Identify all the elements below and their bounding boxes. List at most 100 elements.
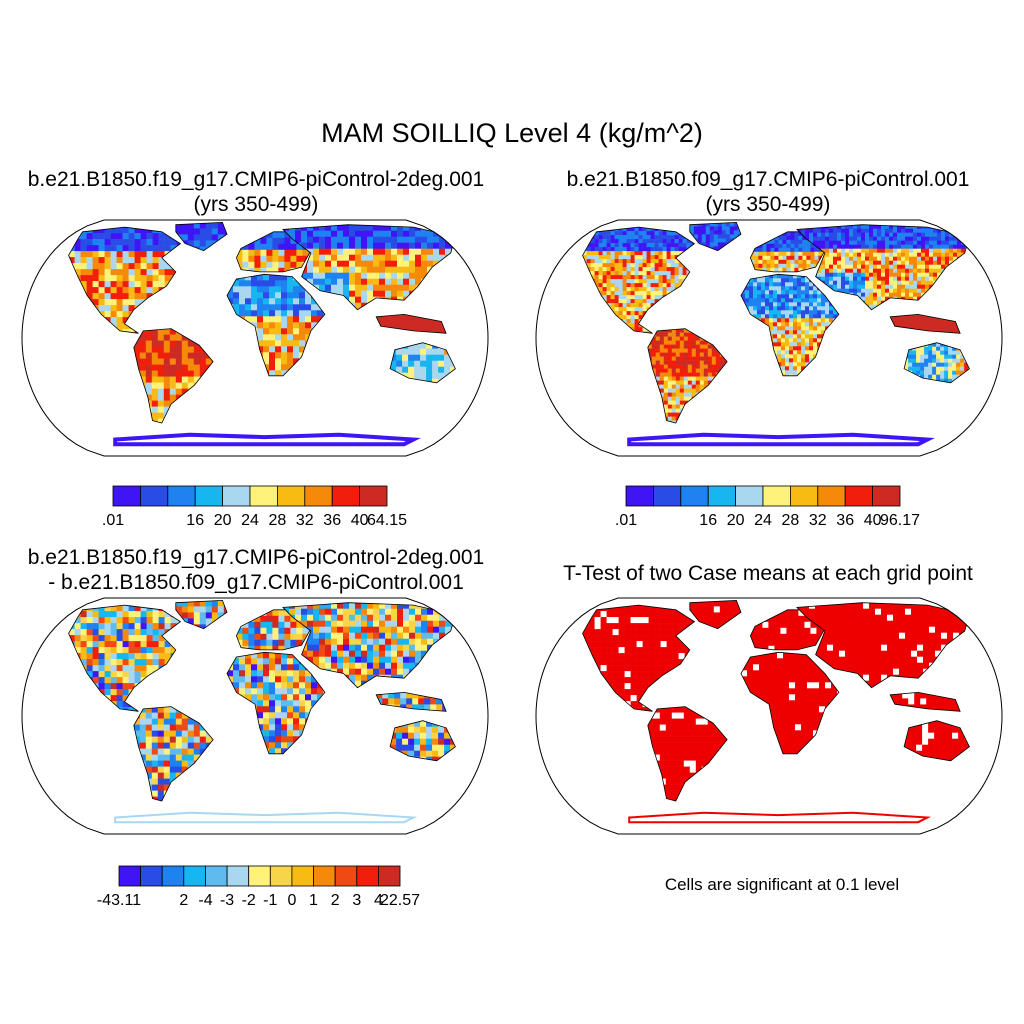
antarctica-outline	[113, 432, 421, 447]
colorbar-swatch	[313, 865, 336, 887]
colorbar-swatch	[653, 485, 682, 507]
colorbar-swatch	[248, 865, 271, 887]
coastline	[903, 720, 970, 762]
colorbar-swatch	[222, 485, 251, 507]
antarctica-outline	[627, 432, 935, 447]
map-frame	[21, 219, 489, 457]
colorbar-tick-label: 4	[374, 892, 383, 909]
colorbar-swatch	[112, 485, 141, 507]
panel-case2-title-line1: b.e21.B1850.f09_g17.CMIP6-piControl.001	[566, 168, 970, 191]
colorbar-swatch	[625, 485, 654, 507]
coastline	[647, 328, 728, 424]
colorbar-swatch	[140, 865, 163, 887]
colorbar-swatch	[304, 485, 333, 507]
panel-difference-title-line2: - b.e21.B1850.f09_g17.CMIP6-piControl.00…	[48, 571, 464, 594]
colorbar-tick-label: 24	[241, 512, 259, 529]
coastline	[740, 651, 840, 755]
colorbar-tick-label: 32	[809, 512, 827, 529]
map-frame	[21, 597, 489, 835]
colorbar-tick-label: .01	[102, 512, 124, 529]
colorbar-swatch	[872, 485, 901, 507]
colorbar-swatch	[249, 485, 278, 507]
colorbar-swatch	[331, 485, 361, 507]
coastline	[689, 599, 742, 630]
coastline	[133, 328, 214, 424]
colorbar-tick-label: 36	[836, 512, 854, 529]
map-frame	[535, 597, 1003, 835]
colorbar-tick-label: 20	[727, 512, 745, 529]
colorbar-tick-label: 36	[323, 512, 341, 529]
colorbar-tick-label: 28	[269, 512, 287, 529]
colorbar-tick-label: -3	[220, 892, 234, 909]
figure-title: MAM SOILLIQ Level 4 (kg/m^2)	[321, 118, 703, 148]
colorbar-tick-label: -43.11	[97, 892, 141, 909]
panel-difference-title-line1: b.e21.B1850.f19_g17.CMIP6-piControl-2deg…	[27, 546, 485, 569]
coastline	[903, 342, 970, 384]
colorbar-tick-label: 40	[351, 512, 369, 529]
coastline	[582, 604, 696, 712]
colorbar-difference: -43.11 2 -4 -3 -2 -1 0 1 2 3 422.57	[97, 865, 420, 909]
coastline	[175, 599, 228, 630]
colorbar-tick-label: 1	[309, 892, 318, 909]
coastline	[375, 691, 447, 712]
map-frame	[535, 219, 1003, 457]
colorbar-tick-label: 2	[179, 892, 188, 909]
colorbar-tick-label: 0	[287, 892, 296, 909]
colorbar-tick-label: 40	[864, 512, 882, 529]
coastline	[889, 313, 961, 334]
colorbar-swatch	[762, 485, 791, 507]
colorbar-tick-label: 28	[782, 512, 800, 529]
map-panel-difference	[21, 597, 489, 835]
colorbar-tick-label: 3	[352, 892, 361, 909]
colorbar-tick-label: 24	[754, 512, 772, 529]
map-panel-case1	[21, 219, 489, 457]
colorbar-tick-label: 16	[699, 512, 717, 529]
coastline	[647, 706, 728, 802]
antarctica-outline	[114, 811, 418, 824]
colorbar-swatch	[844, 485, 874, 507]
coastline	[226, 273, 326, 377]
colorbar-swatch	[707, 485, 737, 507]
colorbar-tick-label: -1	[263, 892, 277, 909]
colorbar-swatch	[377, 865, 401, 887]
coastline	[389, 342, 456, 384]
colorbar-swatch	[276, 485, 306, 507]
colorbar-tick-label: -2	[242, 892, 256, 909]
coastline	[689, 221, 742, 252]
colorbar-swatch	[790, 485, 819, 507]
coastline	[582, 226, 696, 334]
colorbar-swatch	[334, 865, 358, 887]
colorbar-swatch	[356, 865, 379, 887]
colorbar-swatch	[161, 865, 185, 887]
colorbar-swatch	[735, 485, 764, 507]
panel-case1-title-line2: (yrs 350-499)	[193, 193, 319, 216]
colorbar-swatch	[194, 485, 223, 507]
coastline	[68, 604, 182, 712]
colorbar-swatch	[205, 865, 228, 887]
colorbar-swatch	[269, 865, 293, 887]
colorbar-swatch	[291, 865, 314, 887]
significance-note: Cells are significant at 0.1 level	[664, 875, 900, 894]
colorbar-swatch	[680, 485, 709, 507]
colorbar-tick-label: 20	[214, 512, 232, 529]
colorbar-swatch	[118, 865, 142, 887]
coastline	[175, 221, 228, 252]
coastline	[389, 720, 456, 762]
colorbar-tick-label: -4	[198, 892, 212, 909]
colorbar-tick-label: 64.15	[367, 512, 407, 529]
coastline	[740, 273, 840, 377]
map-panel-case2	[535, 219, 1003, 457]
panel-case2-title-line2: (yrs 350-499)	[705, 193, 831, 216]
panel-case1-title-line1: b.e21.B1850.f19_g17.CMIP6-piControl-2deg…	[27, 168, 485, 191]
colorbar-swatch	[183, 865, 206, 887]
coastline	[133, 706, 214, 802]
coastline	[226, 651, 326, 755]
colorbar-swatch	[817, 485, 846, 507]
colorbar-swatch	[359, 485, 388, 507]
coastline	[889, 691, 961, 712]
colorbar-tick-label: .01	[615, 512, 637, 529]
panel-ttest-title: T-Test of two Case means at each grid po…	[563, 562, 973, 585]
colorbar-swatch	[226, 865, 250, 887]
